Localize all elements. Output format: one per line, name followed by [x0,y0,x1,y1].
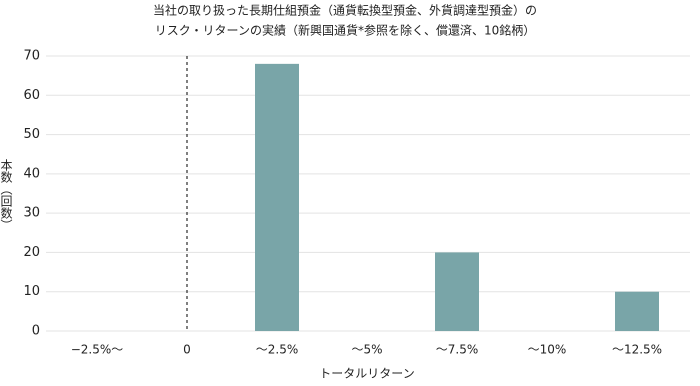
x-tick-label: 〜7.5% [436,343,479,357]
y-tick-label: 60 [23,88,40,103]
chart-title-line: 当社の取り扱った長期仕組預金（通貨転換型預金、外貨調達型預金）の [153,3,537,18]
bar [615,291,659,331]
y-axis-title: 本数（回数） [0,159,13,231]
y-tick-label: 0 [32,324,40,339]
bar [435,252,479,331]
x-axis-title: トータルリターン [319,367,414,381]
x-tick-label: 〜5% [351,343,382,357]
y-tick-label: 20 [23,245,40,260]
x-tick-label: −2.5%〜 [71,343,124,357]
x-tick-label: 〜2.5% [256,343,299,357]
y-tick-label: 30 [23,206,40,221]
x-tick-label: 〜12.5% [612,343,662,357]
y-tick-label: 10 [23,284,40,299]
x-tick-label: 0 [183,343,191,357]
y-tick-label: 40 [23,166,40,181]
y-tick-label: 70 [23,49,40,64]
chart-title-line: リスク・リターンの実績（新興国通貨*参照を除く、償還済、10銘柄） [155,23,535,38]
x-tick-label: 〜10% [528,343,567,357]
y-tick-label: 50 [23,127,40,142]
bar [255,63,299,331]
